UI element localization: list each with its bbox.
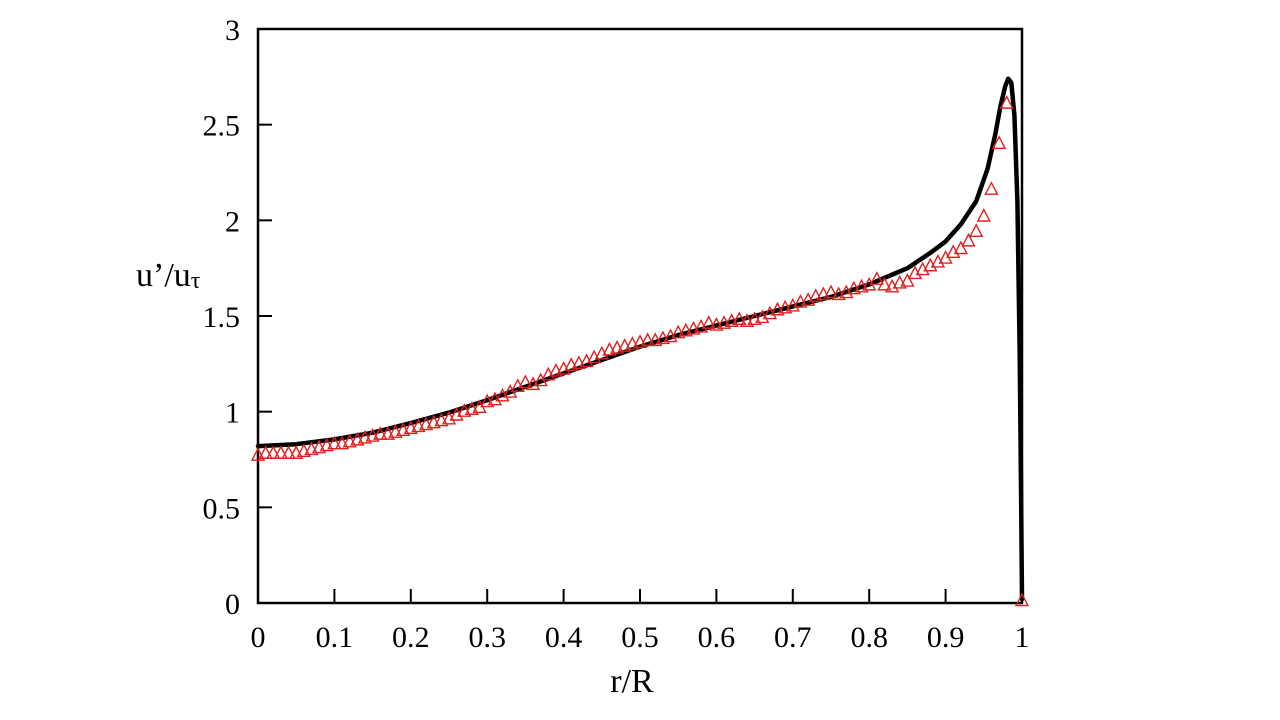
data-point-triangle <box>281 445 296 459</box>
y-tick-label: 3 <box>225 14 240 47</box>
y-tick-label: 2.5 <box>203 110 241 143</box>
x-tick-label: 0.8 <box>850 621 888 654</box>
x-tick-label: 0.7 <box>774 621 812 654</box>
data-point-triangle <box>373 426 388 440</box>
x-tick-label: 0.3 <box>468 621 506 654</box>
y-axis-label: u’/uτ <box>136 257 201 294</box>
x-tick-label: 0.6 <box>698 621 736 654</box>
x-tick-label: 0.5 <box>621 621 659 654</box>
data-point-triangle <box>823 284 839 299</box>
data-point-triangle <box>969 223 984 238</box>
data-point-triangle <box>273 445 289 459</box>
x-tick-label: 1 <box>1015 621 1030 654</box>
data-point-triangle <box>701 315 716 329</box>
data-point-triangle <box>258 445 273 459</box>
data-point-triangle <box>961 232 976 247</box>
data-point-triangle <box>900 273 915 287</box>
y-tick-label: 1.5 <box>203 301 241 334</box>
data-point-triangle <box>266 445 281 459</box>
x-tick-label: 0.1 <box>316 621 354 654</box>
x-axis-ticks: 0 0.1 0.2 0.3 0.4 0.5 0.6 0.7 0.8 0.9 1 <box>251 589 1030 654</box>
data-point-triangle <box>869 271 884 285</box>
data-point-triangle <box>518 374 533 389</box>
data-point-triangle <box>953 240 969 255</box>
data-point-triangle <box>1014 592 1030 607</box>
y-tick-label: 0.5 <box>203 492 241 525</box>
y-tick-label: 2 <box>225 205 240 238</box>
x-tick-label: 0 <box>251 621 266 654</box>
y-axis-ticks: 0 0.5 1 1.5 2 2.5 3 <box>203 14 272 621</box>
x-tick-label: 0.2 <box>392 621 430 654</box>
data-point-triangle <box>999 95 1014 109</box>
y-axis-label-subscript: τ <box>191 268 201 294</box>
data-point-triangle <box>991 135 1007 150</box>
x-tick-label: 0.9 <box>927 621 965 654</box>
data-point-triangle <box>976 207 991 222</box>
data-point-triangle <box>640 332 655 347</box>
data-point-triangle <box>877 276 892 291</box>
y-axis-label-main: u’/u <box>136 257 191 294</box>
series-line <box>255 76 1025 602</box>
data-point-triangle <box>732 311 747 326</box>
x-tick-label: 0.4 <box>545 621 583 654</box>
y-tick-label: 1 <box>225 397 240 430</box>
data-point-triangle <box>327 435 342 450</box>
y-tick-label: 0 <box>225 588 240 621</box>
series-layer <box>250 76 1030 607</box>
data-point-triangle <box>984 181 999 195</box>
x-axis-label: r/R <box>610 663 654 700</box>
plot-frame <box>256 27 1024 605</box>
